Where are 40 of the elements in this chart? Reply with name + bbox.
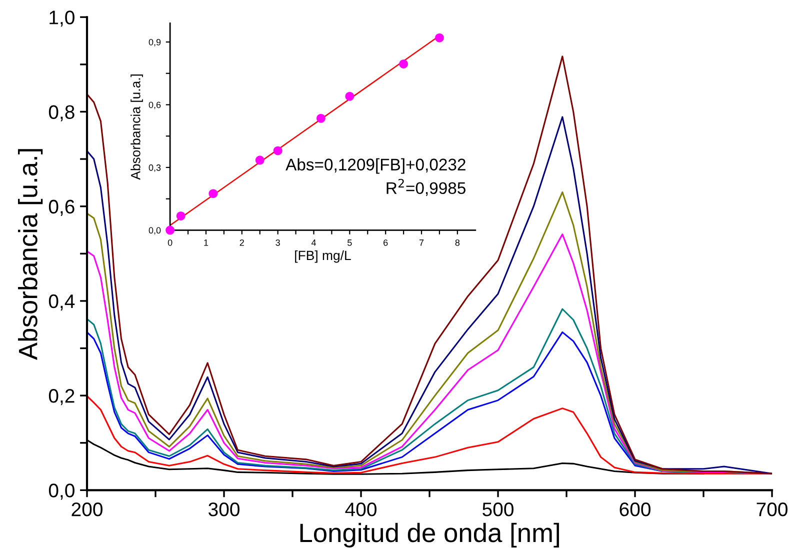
y-tick-label: 0,3 (148, 164, 161, 172)
x-tick-label: 500 (482, 502, 514, 516)
x-tick-label: 400 (345, 502, 376, 516)
x-tick-label: 4 (311, 240, 316, 246)
point (316, 114, 326, 123)
x-tick-label: 600 (620, 502, 650, 516)
y-axis-title: Absorbancia [u.a.] (130, 74, 143, 180)
y-axis-title: Absorbancia [u.a.] (18, 149, 43, 360)
x-tick-label: 7 (419, 240, 424, 246)
x-tick-label: 2 (240, 239, 244, 246)
x-tick-label: 1 (204, 240, 208, 246)
x-axis-title: Longitud de onda [nm] (300, 522, 559, 548)
x-tick-label: 6 (384, 239, 388, 246)
point (434, 33, 444, 42)
annotation: Abs=0,1209[FB]+0,0232 (286, 158, 466, 174)
y-tick-label: 0,2 (48, 389, 74, 406)
point (345, 92, 354, 101)
point (208, 189, 218, 198)
x-axis-title: [FB] mg/L (295, 250, 351, 263)
point (176, 211, 186, 220)
x-tick-label: 0 (168, 239, 172, 246)
point (399, 59, 408, 68)
x-tick-label: 200 (72, 502, 102, 516)
y-tick-label: 0,6 (148, 102, 161, 110)
y-tick-label: 0,0 (148, 227, 161, 235)
point (273, 146, 282, 156)
x-tick-label: 3 (276, 239, 280, 246)
x-tick-label: 700 (756, 502, 788, 516)
point (255, 156, 264, 165)
point (166, 226, 175, 235)
y-tick-label: 0,9 (148, 38, 161, 46)
y-tick-label: 0,0 (48, 484, 74, 500)
x-tick-label: 300 (208, 502, 240, 516)
y-tick-label: 0,8 (48, 105, 74, 122)
y-tick-label: 0,4 (48, 294, 75, 310)
y-tick-label: 1,0 (50, 10, 74, 27)
y-tick-label: 0,6 (48, 200, 74, 216)
x-tick-label: 8 (455, 239, 460, 246)
annotation: R$^{2}$=0,9985 (386, 178, 466, 196)
x-tick-label: 5 (348, 240, 352, 246)
